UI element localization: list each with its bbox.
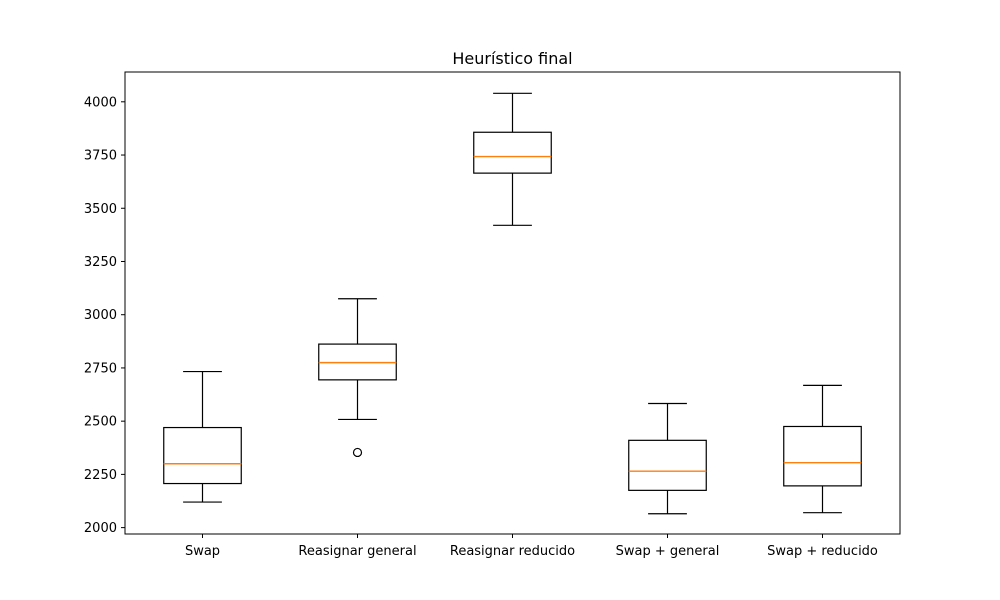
- y-tick-label: 3000: [84, 308, 117, 323]
- x-tick-label: Swap + general: [616, 544, 720, 559]
- y-tick-label: 2000: [84, 521, 117, 536]
- y-axis: 2000 2250 2500 2750 3000 3250 3500 3750 4000: [84, 95, 125, 536]
- box-group: [318, 298, 397, 458]
- y-tick-label: 3500: [84, 202, 117, 217]
- box-group: [163, 370, 242, 503]
- y-tick-label: 2750: [84, 361, 117, 376]
- box-group: [783, 384, 862, 514]
- outlier-point: [352, 447, 363, 458]
- chart-title: Heurístico final: [452, 49, 572, 68]
- y-tick-label: 2500: [84, 415, 117, 430]
- x-axis: Swap Reasignar general Reasignar reducido S…: [185, 534, 878, 559]
- iqr-box: [473, 131, 552, 174]
- box-group: [473, 92, 552, 226]
- y-tick-label: 2250: [84, 468, 117, 483]
- x-tick-label: Swap + reducido: [767, 544, 878, 559]
- boxes-layer: [163, 92, 862, 515]
- iqr-box: [163, 426, 242, 485]
- y-tick-label: 4000: [84, 95, 117, 110]
- iqr-box: [783, 425, 862, 487]
- box-group: [628, 402, 707, 515]
- x-tick-label: Reasignar reducido: [450, 544, 575, 559]
- iqr-box: [628, 439, 707, 491]
- plot-area-frame: [124, 71, 901, 535]
- x-tick-label: Reasignar general: [298, 544, 416, 559]
- y-tick-label: 3750: [84, 149, 117, 164]
- x-tick-label: Swap: [185, 544, 220, 559]
- y-tick-label: 3250: [84, 255, 117, 270]
